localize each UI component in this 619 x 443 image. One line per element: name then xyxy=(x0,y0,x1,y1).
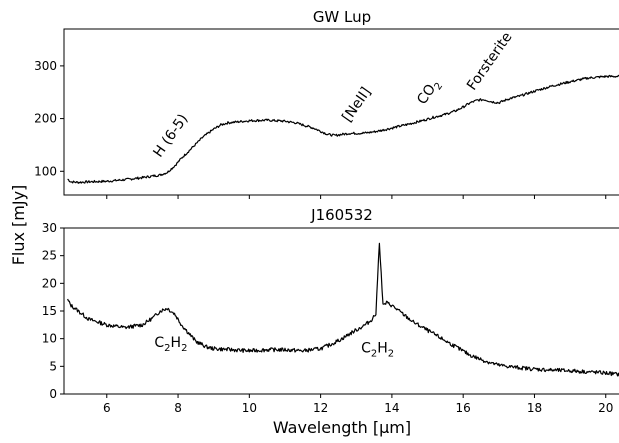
x-axis-label: Wavelength [μm] xyxy=(273,418,411,437)
x-tick-label-16: 16 xyxy=(456,401,471,415)
bottom-y-tick-label-0: 0 xyxy=(49,387,57,401)
bottom-y-tick-label-30: 30 xyxy=(42,221,57,235)
x-tick-label-6: 6 xyxy=(103,401,111,415)
bottom-y-tick-label-20: 20 xyxy=(42,276,57,290)
panel-title-j160532: J160532 xyxy=(310,206,373,224)
top-panel-ticks: 100 200 300 xyxy=(34,59,607,199)
top-y-tick-label-100: 100 xyxy=(34,164,57,178)
bottom-panel-frame xyxy=(63,227,619,395)
bottom-panel-ticks: 6 8 10 12 14 16 18 20 0 5 10 15 20 25 30 xyxy=(42,221,614,415)
x-tick-label-8: 8 xyxy=(174,401,182,415)
bottom-y-tick-label-25: 25 xyxy=(42,249,57,263)
top-y-tick-label-200: 200 xyxy=(34,112,57,126)
bottom-y-tick-label-10: 10 xyxy=(42,332,57,346)
x-tick-label-18: 18 xyxy=(527,401,542,415)
panel-title-gw-lup: GW Lup xyxy=(313,8,371,26)
top-y-tick-label-300: 300 xyxy=(34,59,57,73)
j160532-spectrum-line xyxy=(67,242,619,377)
x-tick-label-10: 10 xyxy=(242,401,257,415)
bottom-annotation-1: C2H2 xyxy=(361,341,394,360)
bottom-y-tick-label-5: 5 xyxy=(49,359,57,373)
bottom-y-tick-label-15: 15 xyxy=(42,304,57,318)
y-axis-label: Flux [mJy] xyxy=(9,185,28,266)
x-tick-label-12: 12 xyxy=(313,401,328,415)
top-panel-frame xyxy=(63,28,619,196)
bottom-panel-annotations: C2H2 C2H2 xyxy=(154,335,394,360)
gw-lup-spectrum-line xyxy=(67,74,619,184)
x-tick-label-20: 20 xyxy=(598,401,613,415)
bottom-annotation-0: C2H2 xyxy=(154,335,187,354)
x-tick-label-14: 14 xyxy=(384,401,399,415)
